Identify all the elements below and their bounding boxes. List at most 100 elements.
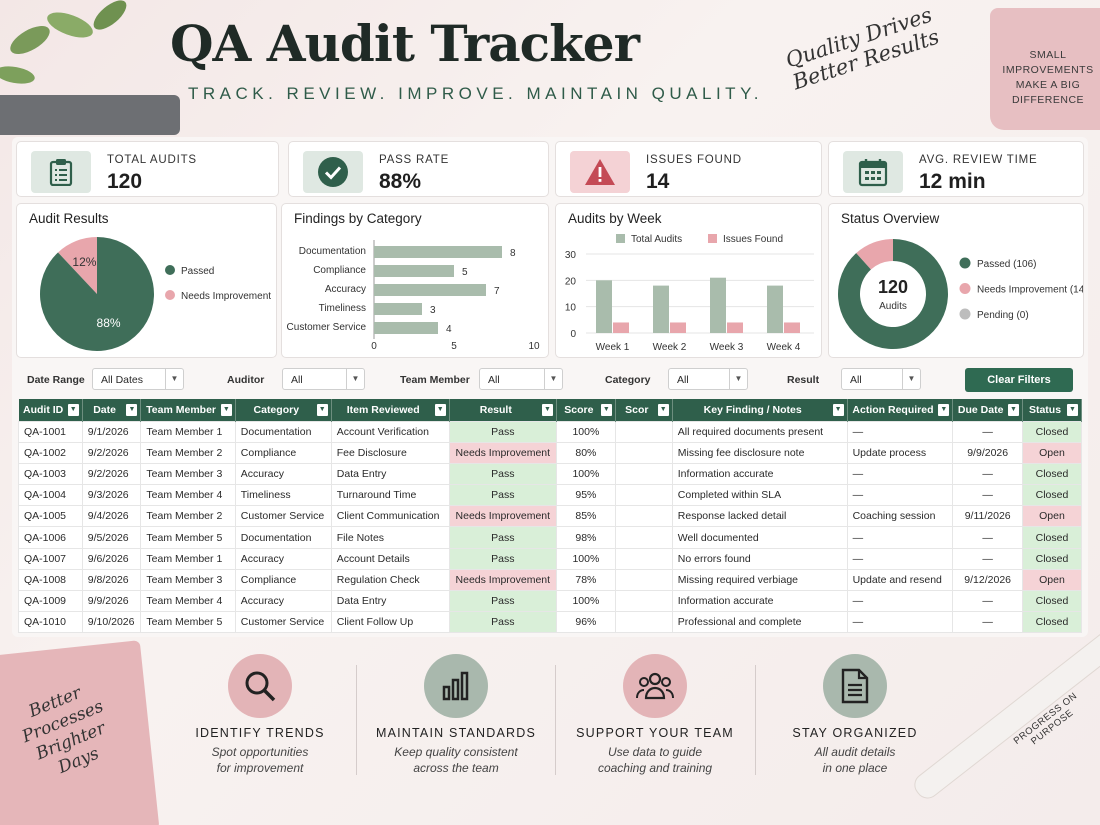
kpi-issues-found: ISSUES FOUND 14 [555, 141, 822, 197]
filter-category[interactable]: All ▼ [668, 368, 748, 390]
table-cell: Compliance [234, 441, 332, 464]
table-cell: QA-1001 [18, 420, 83, 443]
filter-dropdown-icon[interactable]: ▼ [938, 404, 950, 416]
audit-results-chart: 12% 88% Passed Needs Improvement [40, 237, 271, 351]
table-cell: Open [1021, 505, 1083, 528]
table-cell: Update and resend [846, 568, 954, 592]
table-row[interactable]: QA-1004 9/3/2026 Team Member 4 Timeliness Tu… [18, 484, 1083, 507]
feature-desc: Spot opportunities for improvement [160, 744, 360, 776]
filter-dropdown-icon[interactable]: ▼ [600, 404, 612, 416]
filter-result[interactable]: All ▼ [841, 368, 921, 390]
table-cell: — [846, 589, 954, 613]
bar [613, 322, 629, 333]
table-cell: 9/1/2026 [81, 420, 142, 443]
column-header[interactable]: Date ▼ [82, 399, 142, 421]
table-cell: — [952, 547, 1023, 570]
feature-desc-line: Spot opportunities [211, 745, 309, 759]
data-label: 12% [72, 255, 96, 269]
table-cell: Compliance [234, 568, 332, 592]
table-row[interactable]: QA-1005 9/4/2026 Team Member 2 Customer Ser… [18, 505, 1083, 528]
filter-auditor[interactable]: All ▼ [282, 368, 365, 390]
table-row[interactable]: QA-1006 9/5/2026 Team Member 5 Documentatio… [18, 526, 1083, 549]
table-cell: — [846, 611, 954, 634]
feature-maintain-standards: MAINTAIN STANDARDS Keep quality consiste… [356, 654, 556, 776]
table-cell: Accuracy [234, 589, 332, 613]
legend-swatch [959, 283, 971, 294]
filter-dropdown-icon[interactable]: ▼ [1067, 404, 1078, 416]
feature-support-team: SUPPORT YOUR TEAM Use data to guide coach… [555, 654, 755, 776]
column-header[interactable]: Result ▼ [449, 399, 557, 421]
column-header[interactable]: Key Finding / Notes ▼ [672, 399, 848, 421]
table-row[interactable]: QA-1008 9/8/2026 Team Member 3 Compliance Re… [18, 568, 1083, 592]
table-cell: Client Communication [330, 505, 450, 528]
legend-swatch [165, 290, 175, 300]
table-row[interactable]: QA-1001 9/1/2026 Team Member 1 Documentatio… [18, 420, 1083, 443]
chevron-down-icon: ▼ [346, 369, 364, 389]
table-cell: 78% [555, 568, 616, 592]
tick-label: Accuracy [325, 284, 366, 295]
table-cell: QA-1006 [18, 526, 83, 549]
table-cell: Information accurate [671, 589, 848, 613]
column-header[interactable]: Scor ▼ [615, 399, 673, 421]
filter-bar: Date Range All Dates ▼ Auditor All ▼ Team … [12, 365, 1088, 395]
table-cell: Pass [448, 420, 557, 443]
column-header[interactable]: Audit ID ▼ [18, 399, 83, 421]
findings-chart: Documentation 8 Compliance 5 Accuracy 7 Timeli… [287, 240, 540, 352]
column-header[interactable]: Action Required ▼ [847, 399, 954, 421]
filter-team-member[interactable]: All ▼ [479, 368, 563, 390]
column-header-label: Status [1028, 403, 1062, 416]
filter-dropdown-icon[interactable]: ▼ [434, 404, 446, 416]
column-header[interactable]: Category ▼ [235, 399, 332, 421]
filter-dropdown-icon[interactable]: ▼ [126, 404, 138, 416]
table-cell: 85% [555, 505, 616, 528]
column-header[interactable]: Team Member ▼ [140, 399, 236, 421]
table-row[interactable]: QA-1003 9/2/2026 Team Member 3 Accuracy Data… [18, 462, 1083, 486]
donut-slice [856, 239, 893, 270]
clipboard-icon [31, 151, 91, 193]
table-row[interactable]: QA-1007 9/6/2026 Team Member 1 Accuracy Acco… [18, 547, 1083, 570]
chart-title: Findings by Category [294, 211, 422, 226]
table-cell: Timeliness [234, 484, 332, 507]
table-row[interactable]: QA-1010 9/10/2026 Team Member 5 Customer Se… [18, 611, 1083, 634]
table-cell: Team Member 2 [140, 505, 236, 528]
filter-dropdown-icon[interactable]: ▼ [657, 404, 669, 416]
feature-identify-trends: IDENTIFY TRENDS Spot opportunities for im… [160, 654, 360, 776]
feature-desc-line: Keep quality consistent [394, 745, 518, 759]
table-cell [614, 420, 673, 443]
filter-dropdown-icon[interactable]: ▼ [220, 404, 232, 416]
tick-label: Timeliness [319, 303, 366, 314]
filter-dropdown-icon[interactable]: ▼ [1007, 404, 1019, 416]
table-cell: 9/2/2026 [81, 462, 142, 486]
feature-desc-line: in one place [822, 761, 888, 775]
table-cell: 98% [555, 526, 616, 549]
table-cell: — [846, 462, 954, 486]
kpi-avg-review-time: AVG. REVIEW TIME 12 min [828, 141, 1084, 197]
column-header[interactable]: Item Reviewed ▼ [331, 399, 450, 421]
column-header[interactable]: Due Date ▼ [952, 399, 1023, 421]
page-subtitle: TRACK. REVIEW. IMPROVE. MAINTAIN QUALITY… [188, 84, 763, 103]
filter-dropdown-icon[interactable]: ▼ [832, 404, 844, 416]
tick-label: Customer Service [287, 322, 367, 333]
bar [670, 322, 686, 333]
table-row[interactable]: QA-1002 9/2/2026 Team Member 2 Compliance Fe… [18, 441, 1083, 464]
filter-dropdown-icon[interactable]: ▼ [541, 404, 553, 416]
table-cell: 95% [555, 484, 616, 507]
column-header[interactable]: Score ▼ [556, 399, 616, 421]
tick-label: Week 3 [710, 342, 744, 353]
filter-dropdown-icon[interactable]: ▼ [67, 404, 79, 416]
table-cell: Account Verification [330, 420, 450, 443]
filter-date-range[interactable]: All Dates ▼ [92, 368, 184, 390]
legend-label: Needs Improvement [181, 291, 271, 302]
filter-dropdown-icon[interactable]: ▼ [316, 404, 328, 416]
column-header[interactable]: Status ▼ [1022, 399, 1083, 421]
bar [596, 280, 612, 333]
column-header-label: Score [564, 403, 594, 416]
table-row[interactable]: QA-1009 9/9/2026 Team Member 4 Accuracy Data… [18, 589, 1083, 613]
column-header-label: Team Member [146, 403, 217, 416]
table-cell: Team Member 4 [140, 484, 236, 507]
data-label: 7 [494, 286, 500, 297]
clear-filters-button[interactable]: Clear Filters [965, 368, 1073, 392]
filter-value: All [677, 374, 689, 386]
table-cell: Client Follow Up [330, 611, 450, 634]
chart-title: Audit Results [29, 211, 109, 226]
